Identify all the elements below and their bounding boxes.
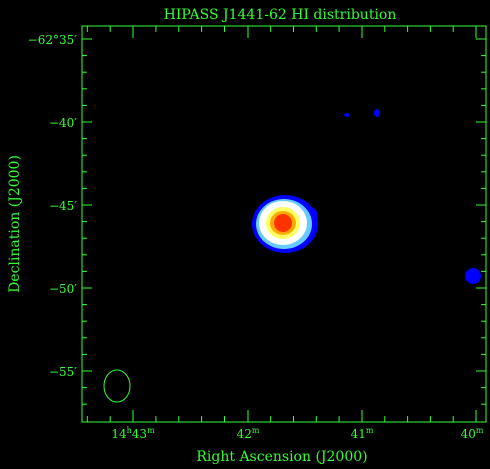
y-tick-label: −45′ [49, 199, 77, 213]
y-tick-label: −50′ [49, 282, 77, 296]
figure-title: HIPASS J1441-62 HI distribution [164, 7, 397, 23]
x-tick-label-42m: 42m [237, 426, 260, 441]
y-tick-labels: −62°35′ −40′ −45′ −50′ −55′ [28, 33, 78, 379]
y-axis-label: Declination (J2000) [7, 155, 23, 293]
noise-blob-2 [374, 109, 380, 117]
main-source-red-core [274, 214, 292, 232]
y-tick-label: −55′ [49, 365, 77, 379]
plot-frame [81, 25, 487, 423]
x-axis-label: Right Ascension (J2000) [196, 449, 367, 465]
beam-ellipse [103, 369, 131, 403]
y-axis-ticks [82, 38, 486, 405]
main-source-emission [252, 195, 318, 253]
x-tick-labels: 14h43m 42m 41m 40m [111, 426, 484, 441]
edge-emission-blob [465, 268, 481, 284]
x-tick-label-14h43m: 14h43m [111, 426, 155, 441]
y-tick-label: −40′ [49, 116, 77, 130]
x-minor-ticks [86, 26, 454, 422]
y-tick-label: −62°35′ [28, 33, 78, 47]
y-minor-ticks [82, 55, 486, 405]
x-tick-label-40m: 40m [461, 426, 484, 441]
hi-emission-map [252, 109, 481, 284]
x-axis-ticks [86, 26, 477, 422]
x-tick-label-41m: 41m [351, 426, 374, 441]
noise-blob-1 [344, 113, 350, 117]
